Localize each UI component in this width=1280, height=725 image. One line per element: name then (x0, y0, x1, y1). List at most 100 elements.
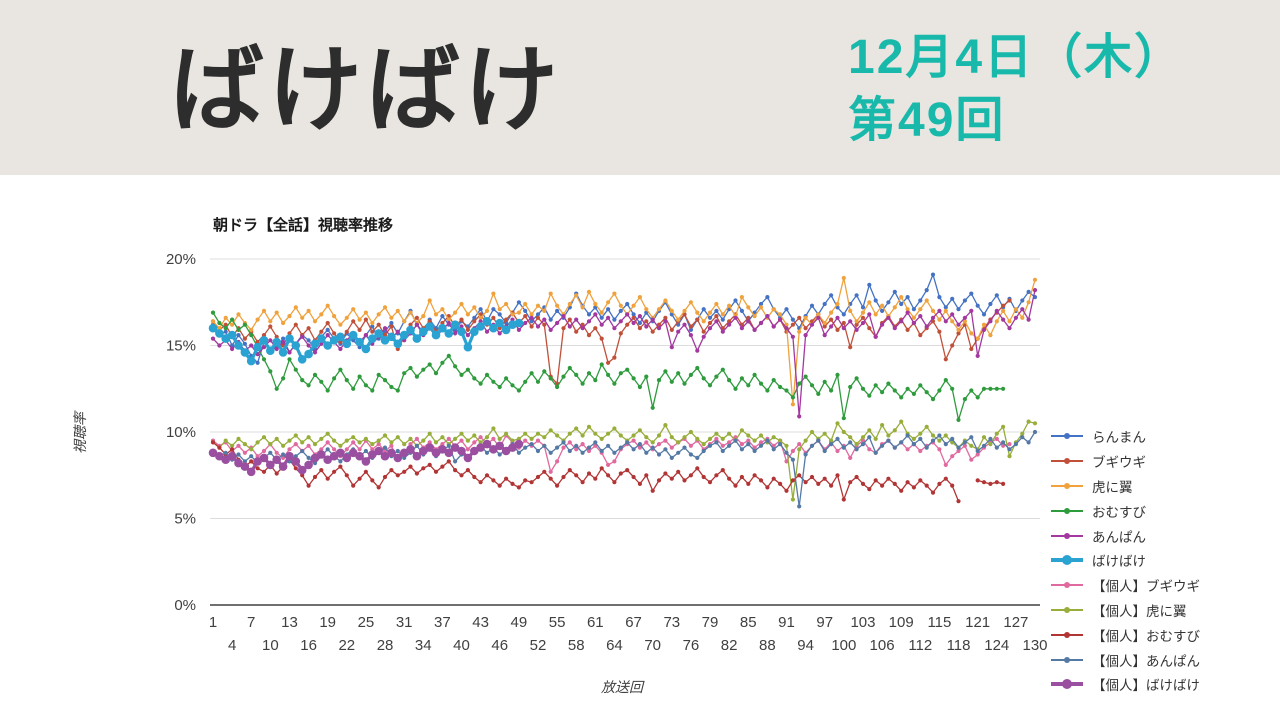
legend-marker (1051, 433, 1083, 440)
x-tick-label: 109 (889, 614, 914, 631)
x-tick-label: 7 (247, 614, 255, 631)
x-tick-label: 103 (850, 614, 875, 631)
y-tick-label: 15% (166, 338, 196, 355)
x-tick-label: 130 (1022, 637, 1047, 654)
legend-marker (1051, 679, 1083, 690)
chart-title: 朝ドラ【全話】視聴率推移 (213, 216, 393, 234)
x-tick-label: 10 (262, 637, 279, 654)
x-tick-label: 94 (797, 637, 814, 654)
x-tick-label: 82 (721, 637, 738, 654)
y-tick-label: 10% (166, 424, 196, 441)
series-line (212, 277, 1036, 405)
x-tick-label: 19 (319, 614, 336, 631)
y-axis-title: 視聴率 (72, 410, 88, 454)
legend-item-【個人】ブギウギ: 【個人】ブギウギ (1050, 573, 1275, 598)
legend-marker (1051, 458, 1083, 465)
legend-item-【個人】ばけばけ: 【個人】ばけばけ (1050, 672, 1275, 697)
legend-marker (1051, 532, 1083, 539)
series-line (977, 479, 1004, 485)
broadcast-date: 12月4日（木） (848, 31, 1185, 84)
series-lines (208, 272, 1038, 509)
legend-label: おむすび (1092, 504, 1146, 520)
x-axis-labels: 1471013161922252831343740434649525558616… (209, 614, 1048, 654)
x-tick-label: 46 (491, 637, 508, 654)
header-banner: ばけばけ 12月4日（木） 第49回 (0, 0, 1280, 175)
x-tick-label: 97 (816, 614, 833, 631)
x-tick-label: 70 (644, 637, 661, 654)
series-line (212, 442, 520, 475)
x-tick-label: 118 (947, 637, 971, 654)
legend-label: 【個人】あんぱん (1092, 653, 1200, 669)
y-tick-label: 20% (166, 251, 196, 268)
x-tick-label: 13 (281, 614, 298, 631)
x-tick-label: 22 (338, 637, 355, 654)
legend-label: あんぱん (1092, 529, 1146, 545)
x-tick-label: 76 (683, 637, 700, 654)
legend-marker (1051, 507, 1083, 514)
data-point (1032, 277, 1038, 282)
x-tick-label: 16 (300, 637, 317, 654)
x-tick-label: 79 (702, 614, 719, 631)
legend-item-【個人】あんぱん: 【個人】あんぱん (1050, 647, 1275, 672)
x-tick-label: 52 (530, 637, 547, 654)
series-line (211, 319, 520, 365)
series-【個人】おむすび (210, 440, 1006, 504)
series-line (212, 420, 1036, 500)
legend-item-ばけばけ: ばけばけ (1050, 548, 1275, 573)
y-tick-label: 5% (174, 511, 196, 528)
series-line (212, 441, 960, 502)
legend-marker (1051, 631, 1083, 638)
x-tick-label: 31 (396, 614, 413, 631)
series-おむすび (210, 310, 1006, 422)
legend-item-【個人】虎に翼: 【個人】虎に翼 (1050, 598, 1275, 623)
legend-label: ブギウギ (1092, 455, 1146, 471)
x-tick-label: 127 (1003, 614, 1028, 631)
x-tick-label: 40 (453, 637, 470, 654)
legend-marker (1051, 482, 1083, 489)
x-tick-label: 124 (984, 637, 1009, 654)
legend-marker (1051, 555, 1083, 566)
x-tick-label: 115 (927, 614, 951, 631)
chart-legend: らんまんブギウギ虎に翼おむすびあんぱんばけばけ【個人】ブギウギ【個人】虎に翼【個… (1050, 424, 1275, 697)
episode-date-block: 12月4日（木） 第49回 (848, 26, 1184, 153)
x-tick-label: 58 (568, 637, 585, 654)
drama-title: ばけばけ (170, 37, 563, 142)
x-tick-label: 88 (759, 637, 776, 654)
episode-number: 第49回 (848, 94, 1006, 148)
series-虎に翼 (210, 275, 1038, 407)
legend-item-虎に翼: 虎に翼 (1050, 474, 1275, 499)
legend-item-おむすび: おむすび (1050, 498, 1275, 523)
gridlines (210, 258, 1040, 606)
x-tick-label: 85 (740, 614, 757, 631)
x-tick-label: 67 (625, 614, 642, 631)
x-tick-label: 121 (965, 614, 990, 631)
line-chart-canvas: 朝ドラ【全話】視聴率推移 20% 15% 10% 5% 0% 147 1013161922… (72, 216, 1048, 695)
x-tick-label: 61 (587, 614, 604, 631)
legend-label: 虎に翼 (1092, 479, 1133, 495)
legend-label: ばけばけ (1092, 554, 1146, 570)
x-tick-label: 4 (228, 637, 236, 654)
legend-label: らんまん (1092, 430, 1146, 446)
legend-item-あんぱん: あんぱん (1050, 523, 1275, 548)
y-axis-labels: 20% 15% 10% 5% 0% (166, 251, 196, 614)
x-tick-label: 28 (377, 637, 394, 654)
x-tick-label: 55 (549, 614, 566, 631)
x-tick-label: 64 (606, 637, 623, 654)
x-tick-label: 1 (209, 614, 217, 631)
legend-marker (1051, 656, 1083, 663)
series-【個人】ばけばけ (208, 439, 524, 477)
x-tick-label: 106 (870, 637, 895, 654)
ratings-chart: 朝ドラ【全話】視聴率推移 20% 15% 10% 5% 0% 1 4 7 10 13 16 19 22… (0, 175, 1280, 720)
legend-item-ブギウギ: ブギウギ (1050, 449, 1275, 474)
x-tick-label: 37 (434, 614, 451, 631)
legend-label: 【個人】おむすび (1092, 628, 1200, 644)
legend-marker (1051, 606, 1083, 613)
x-tick-label: 100 (831, 637, 856, 654)
legend-label: 【個人】ばけばけ (1092, 678, 1200, 694)
x-tick-label: 73 (663, 614, 680, 631)
x-tick-label: 25 (358, 614, 375, 631)
legend-label: 【個人】ブギウギ (1092, 579, 1200, 595)
x-tick-label: 112 (908, 637, 932, 654)
x-tick-label: 49 (511, 614, 528, 631)
legend-item-【個人】おむすび: 【個人】おむすび (1050, 622, 1275, 647)
